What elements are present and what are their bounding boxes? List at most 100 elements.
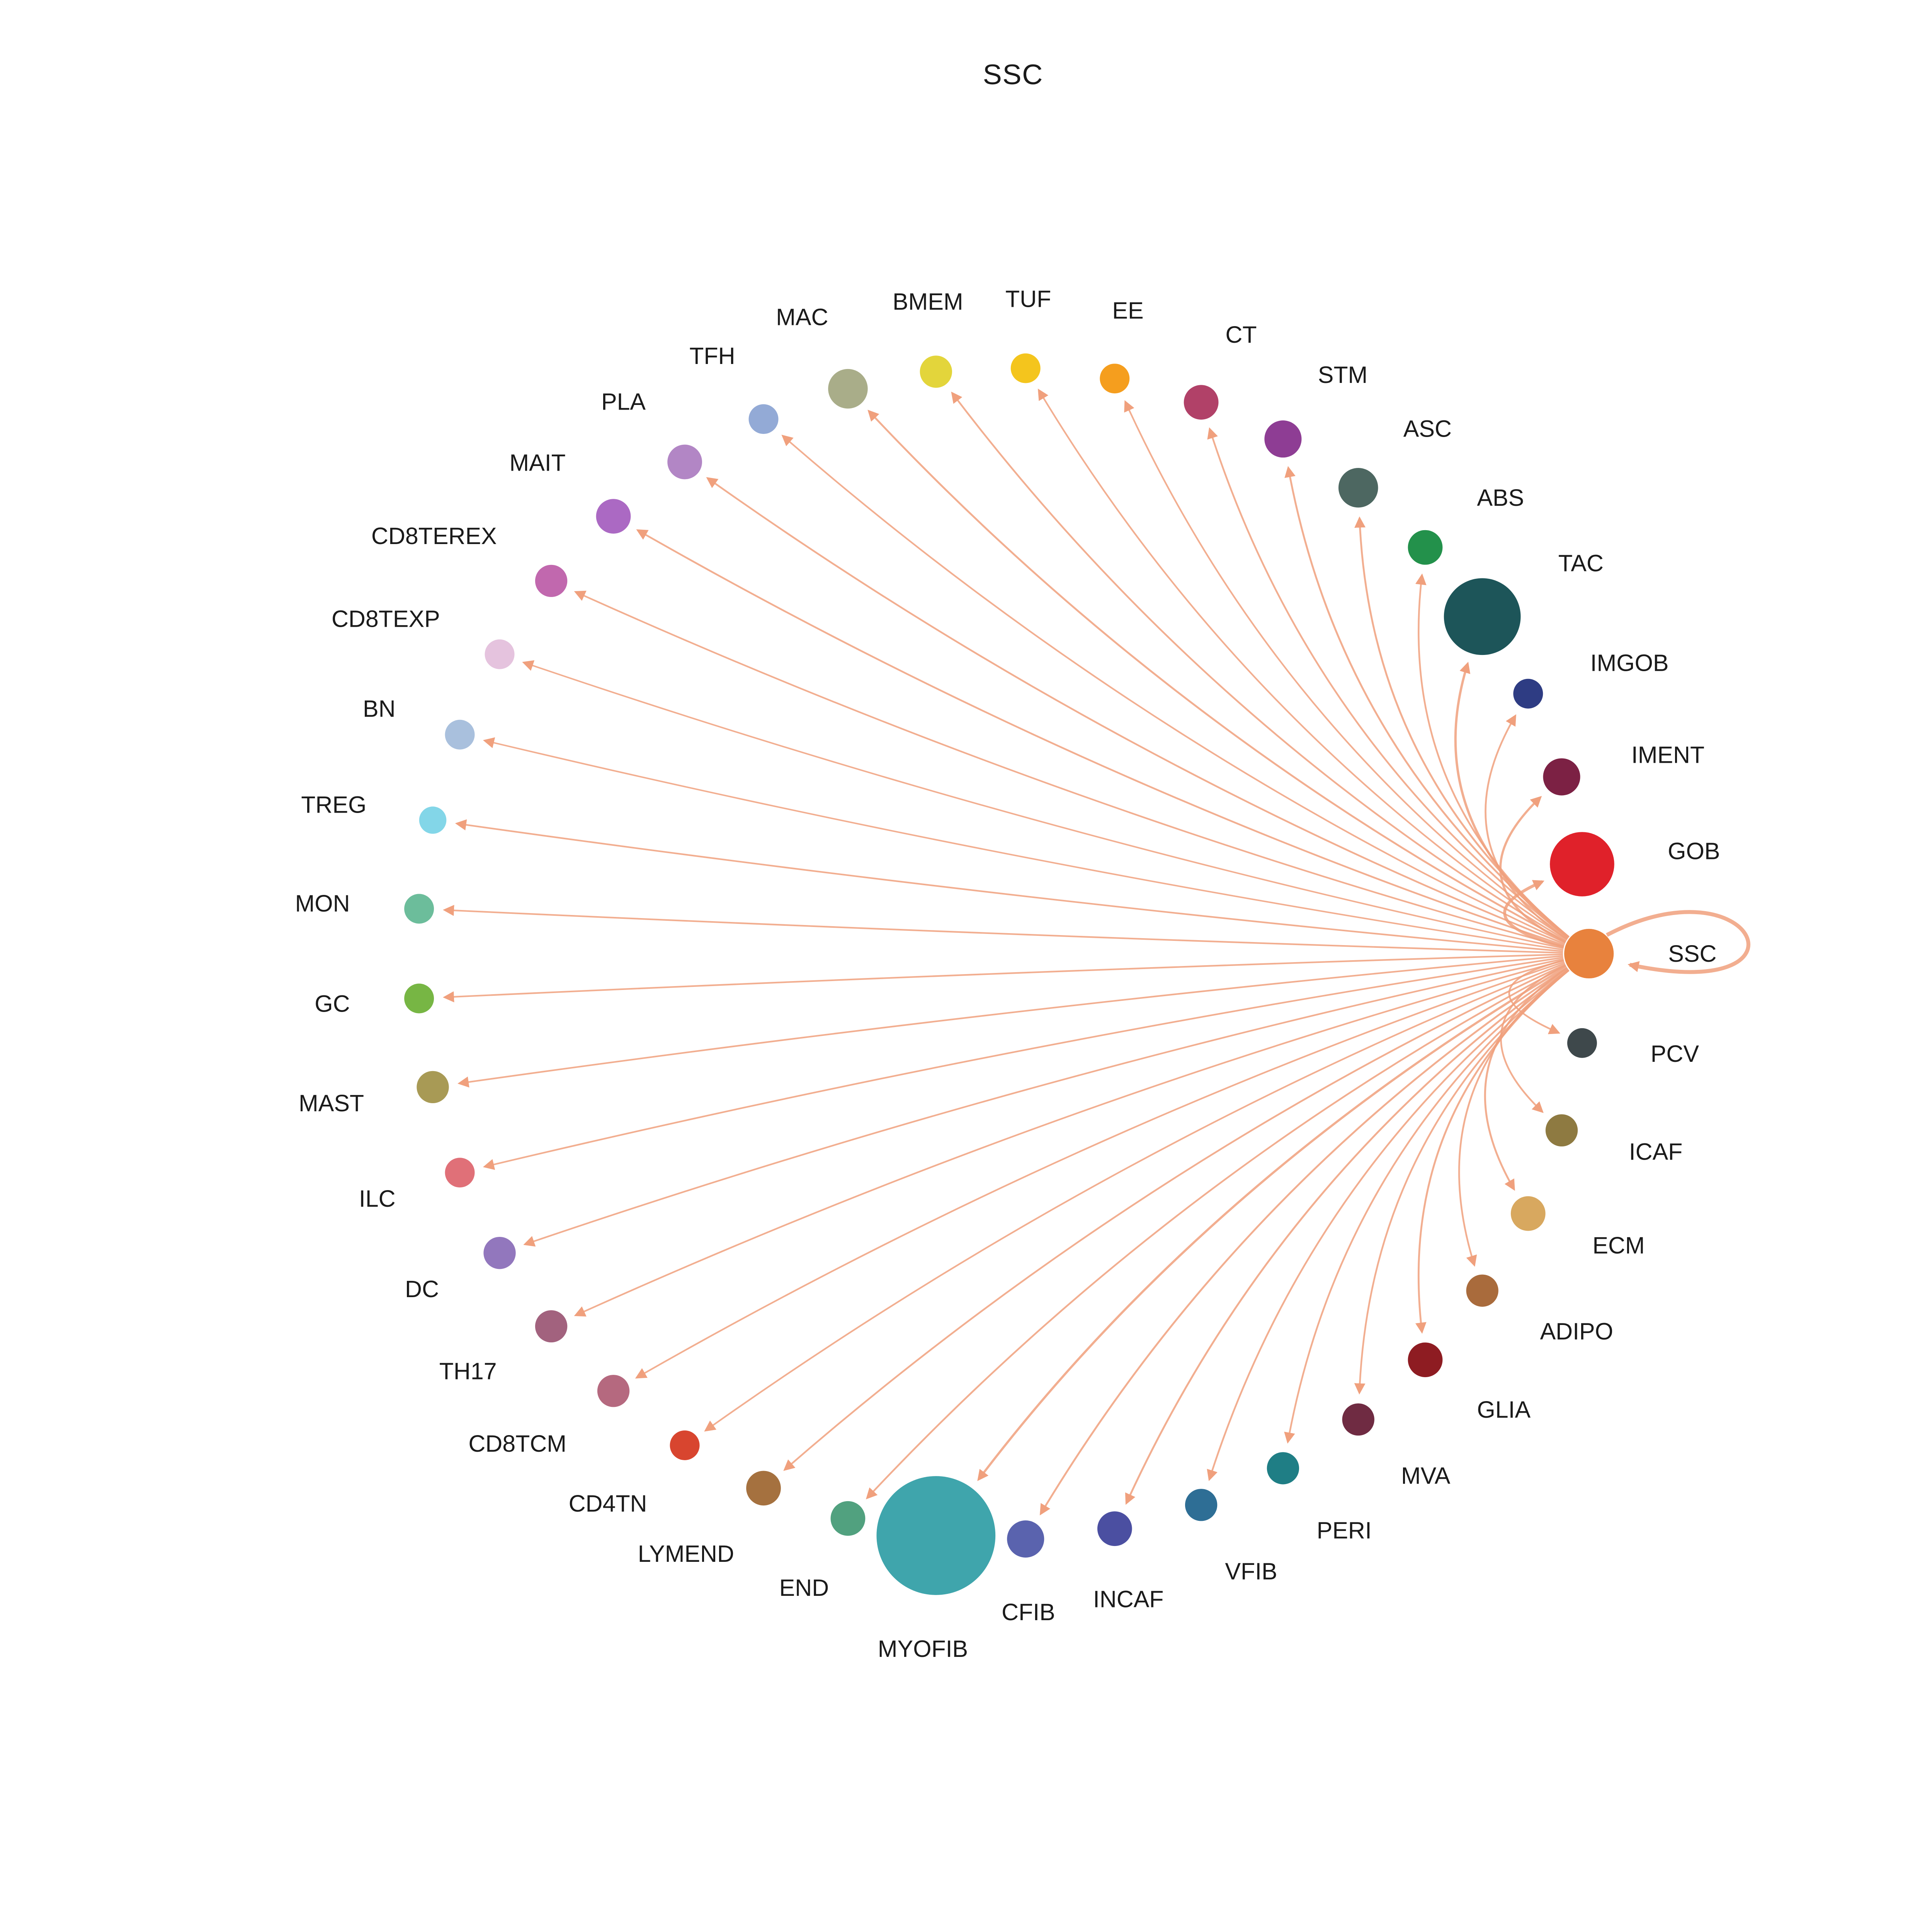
nodes-layer (404, 353, 1614, 1595)
edge-ssc-bmem (951, 391, 1567, 941)
edge-ssc-ssc (1605, 910, 1750, 974)
node-label-tfh: TFH (689, 343, 735, 369)
node-label-gc: GC (315, 991, 350, 1017)
edge-ssc-ee (1124, 400, 1568, 939)
node-label-asc: ASC (1403, 415, 1452, 442)
node-end (830, 1501, 866, 1536)
node-glia (1408, 1342, 1443, 1378)
node-label-mait: MAIT (509, 449, 565, 476)
node-label-incaf: INCAF (1093, 1586, 1164, 1612)
node-label-mon: MON (295, 890, 350, 917)
node-ct (1184, 385, 1219, 420)
node-pla (667, 444, 702, 480)
node-adipo (1466, 1274, 1498, 1307)
edge-ssc-myofib (977, 966, 1567, 1481)
node-incaf (1097, 1511, 1132, 1546)
node-asc (1338, 468, 1378, 508)
edge-ssc-cd4tn (704, 962, 1565, 1432)
edge-ssc-asc (1354, 516, 1570, 938)
edges-layer (443, 388, 1750, 1515)
edge-ssc-abs (1415, 573, 1570, 938)
node-label-stm: STM (1318, 362, 1368, 388)
node-label-abs: ABS (1477, 485, 1524, 511)
labels-layer: SSC PCV ICAF ECM ADIPO GLIA MVA PERI VFIB INCAF CF… (295, 286, 1720, 1662)
node-stm (1264, 420, 1302, 458)
edge-ssc-incaf (1125, 968, 1568, 1505)
node-cd8terex (535, 565, 568, 597)
edge-ssc-ilc (483, 956, 1563, 1170)
edge-ssc-tfh (781, 434, 1566, 944)
node-ssc (1564, 929, 1614, 979)
node-icaf (1545, 1114, 1578, 1147)
node-pcv (1567, 1028, 1597, 1058)
node-label-dc: DC (405, 1276, 439, 1302)
node-label-cd8terex: CD8TEREX (371, 523, 497, 549)
chart-title: SSC (983, 58, 1043, 90)
node-bmem (920, 355, 952, 388)
edge-ssc-mva (1354, 969, 1570, 1395)
node-mac (828, 369, 868, 409)
node-label-icaf: ICAF (1629, 1138, 1683, 1165)
node-label-vfib: VFIB (1225, 1558, 1277, 1585)
node-cd4tn (670, 1430, 700, 1460)
node-gob (1550, 832, 1614, 896)
edge-ssc-iment (1499, 796, 1566, 943)
edge-ssc-dc (523, 958, 1564, 1247)
edge-ssc-pcv (1508, 959, 1564, 1034)
node-myofib (876, 1476, 996, 1595)
node-label-cd8tcm: CD8TCM (468, 1430, 566, 1457)
node-lymend (746, 1471, 781, 1506)
node-label-adipo: ADIPO (1540, 1318, 1613, 1344)
edge-ssc-lymend (783, 964, 1566, 1471)
node-label-tac: TAC (1558, 550, 1604, 576)
node-imgob (1513, 679, 1543, 709)
node-tac (1444, 578, 1521, 655)
node-label-peri: PERI (1317, 1517, 1372, 1543)
node-mon (404, 894, 434, 924)
edge-ssc-gc (443, 953, 1563, 1003)
node-tfh (748, 404, 779, 434)
node-label-ecm: ECM (1592, 1232, 1645, 1259)
edge-ssc-tuf (1037, 388, 1568, 940)
node-label-th17: TH17 (439, 1358, 497, 1384)
node-cfib (1007, 1520, 1044, 1558)
edge-ssc-peri (1284, 969, 1570, 1444)
node-label-mva: MVA (1401, 1463, 1451, 1489)
edge-ssc-mac (867, 410, 1566, 942)
node-label-myofib: MYOFIB (878, 1636, 968, 1662)
node-bn (445, 719, 475, 750)
node-label-tuf: TUF (1005, 286, 1051, 312)
node-label-mac: MAC (776, 304, 828, 330)
node-cd8tcm (597, 1375, 630, 1407)
node-ilc (445, 1158, 475, 1188)
node-label-ee: EE (1112, 297, 1143, 323)
edge-ssc-ct (1207, 427, 1569, 939)
node-label-lymend: LYMEND (638, 1541, 734, 1567)
node-dc (483, 1236, 516, 1269)
node-ee (1100, 364, 1130, 394)
edge-ssc-tac (1454, 662, 1569, 939)
node-label-ct: CT (1225, 321, 1257, 348)
node-label-treg: TREG (301, 791, 366, 818)
edge-ssc-gob (1503, 880, 1565, 949)
edge-ssc-th17 (574, 959, 1564, 1317)
edge-ssc-cd8tcm (635, 961, 1565, 1379)
node-mait (596, 499, 631, 534)
edge-ssc-mait (636, 529, 1565, 946)
node-label-cfib: CFIB (1002, 1599, 1055, 1625)
node-label-bn: BN (363, 696, 396, 722)
edge-ssc-pla (706, 477, 1565, 945)
edge-ssc-cfib (1039, 967, 1568, 1515)
node-gc (404, 983, 434, 1014)
edge-ssc-ecm (1484, 967, 1568, 1191)
node-th17 (535, 1310, 568, 1343)
node-label-cd4tn: CD4TN (569, 1490, 647, 1517)
node-label-ssc: SSC (1668, 940, 1716, 967)
edge-ssc-mon (443, 905, 1563, 954)
node-mast (417, 1071, 449, 1104)
node-ecm (1510, 1196, 1546, 1231)
node-mva (1342, 1403, 1374, 1436)
node-treg (419, 806, 447, 834)
